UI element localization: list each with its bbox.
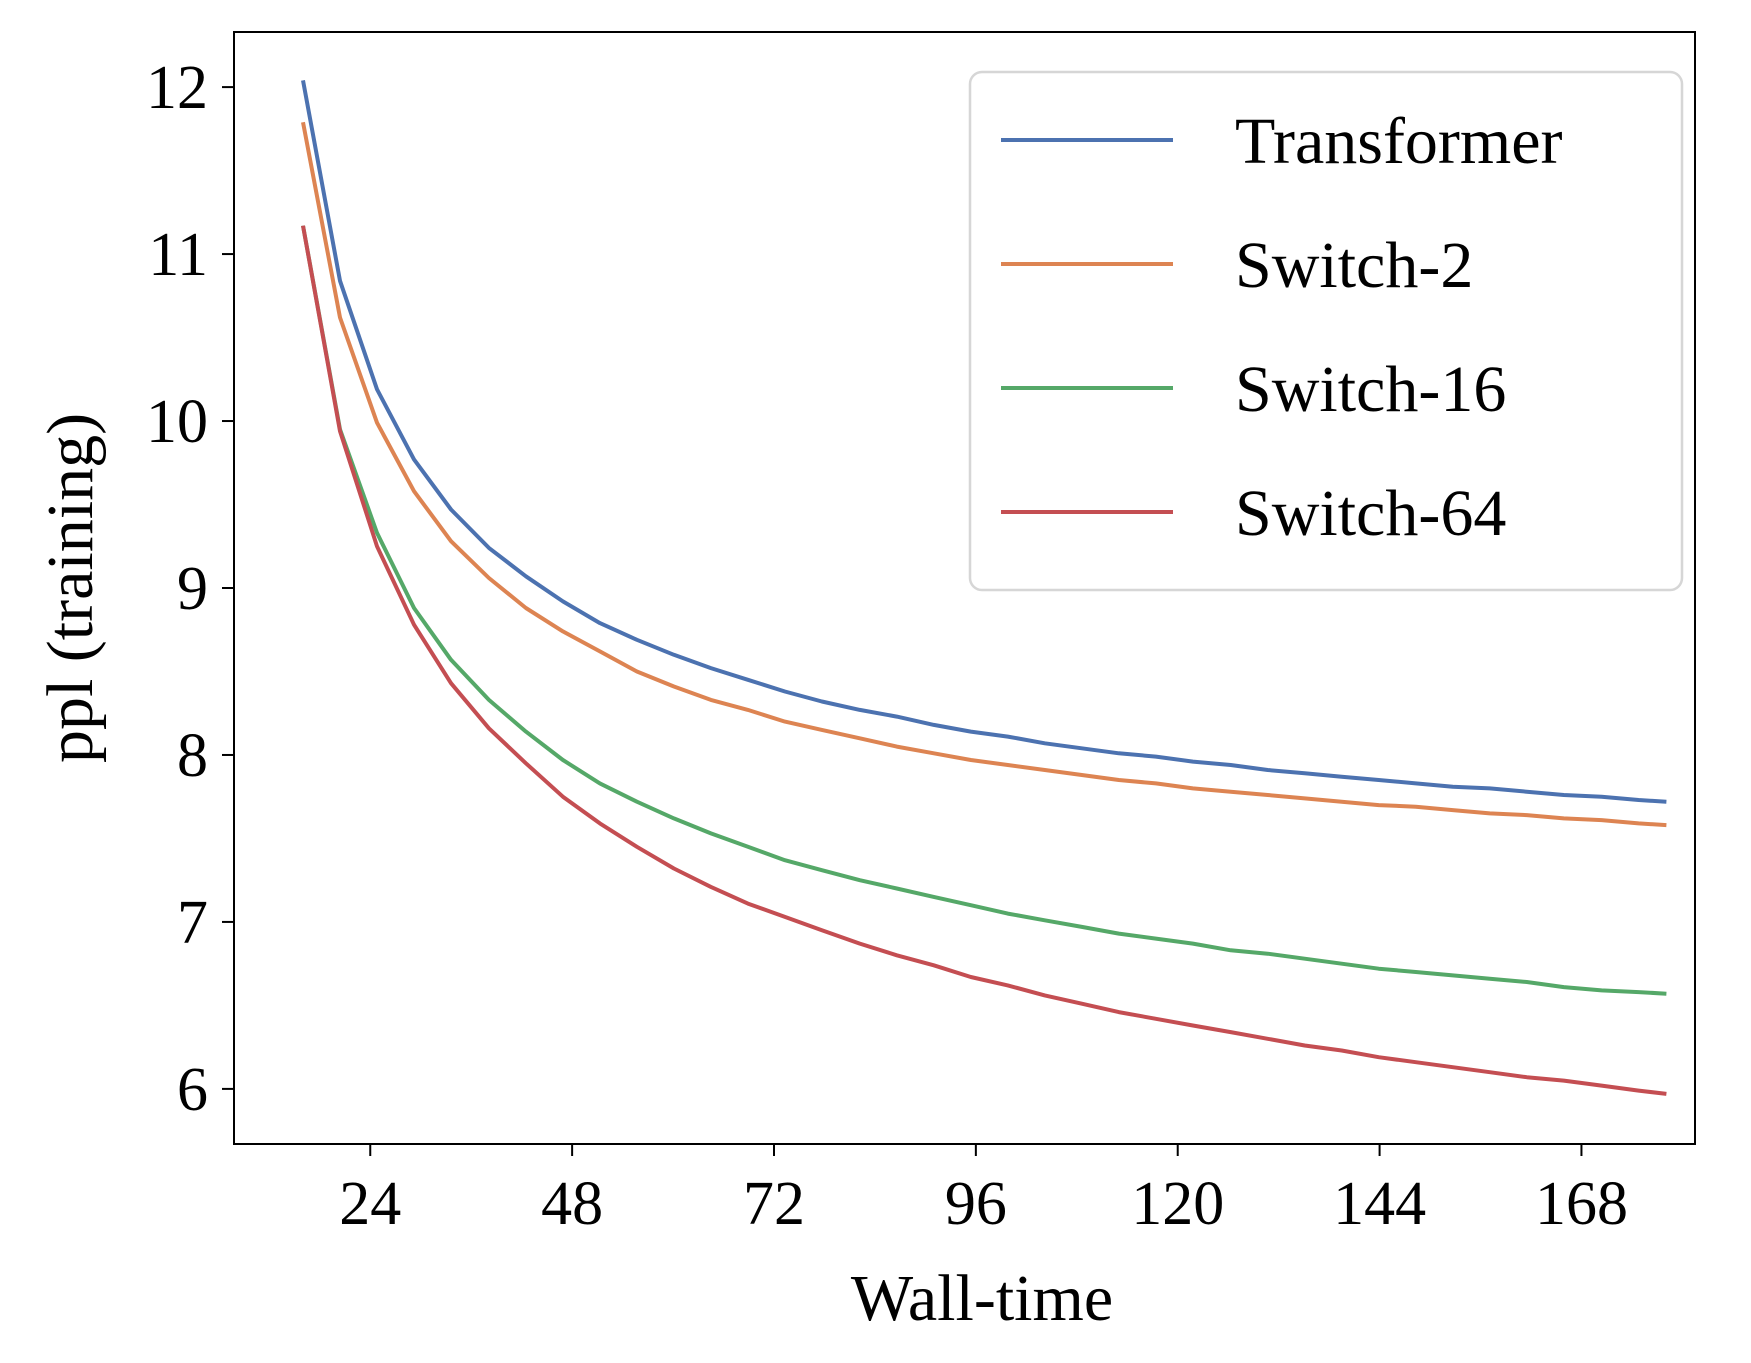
y-tick-label: 11	[148, 221, 208, 289]
x-tick-label: 24	[339, 1170, 401, 1238]
x-tick-label: 144	[1333, 1170, 1426, 1238]
x-tick-label: 168	[1535, 1170, 1628, 1238]
x-tick-label: 120	[1131, 1170, 1224, 1238]
y-tick-label: 8	[177, 722, 208, 790]
legend: Transformer Switch-2 Switch-16 Switch-64	[968, 70, 1684, 592]
y-axis: 6 7 8 9 10 11 12	[146, 54, 234, 1124]
x-axis: 24 48 72 96 120 144 168	[339, 1144, 1628, 1238]
x-tick-label: 72	[743, 1170, 805, 1238]
x-axis-title: Wall-time	[851, 1262, 1113, 1335]
y-tick-label: 7	[177, 889, 208, 957]
series-line-switch-2	[301, 121, 1667, 828]
y-axis-title: ppl (training)	[34, 413, 107, 763]
legend-label-switch-2: Switch-2	[1235, 229, 1473, 302]
series-line-switch-16	[301, 225, 1667, 996]
x-tick-label: 96	[945, 1170, 1007, 1238]
plot-area	[301, 80, 1667, 1096]
x-tick-label: 48	[541, 1170, 603, 1238]
y-tick-label: 10	[146, 388, 208, 456]
axes-frame	[233, 31, 1696, 1145]
legend-label-switch-64: Switch-64	[1235, 477, 1506, 550]
series-line-switch-64	[301, 225, 1667, 1096]
legend-label-transformer: Transformer	[1235, 105, 1563, 178]
y-tick-label: 12	[146, 54, 208, 122]
legend-label-switch-16: Switch-16	[1235, 353, 1506, 426]
y-tick-label: 6	[177, 1056, 208, 1124]
series-line-transformer	[301, 80, 1667, 804]
y-tick-label: 9	[177, 555, 208, 623]
legend-frame	[968, 70, 1684, 592]
